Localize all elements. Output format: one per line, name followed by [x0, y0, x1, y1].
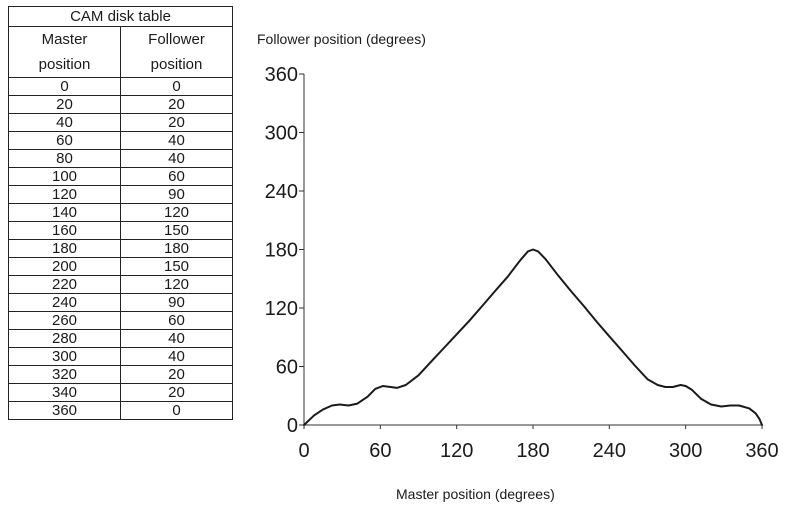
master-cell: 60: [8, 131, 121, 150]
cam-disk-table: CAM disk table Master Follower position …: [8, 6, 233, 420]
master-cell: 0: [8, 77, 121, 96]
table-row: 280 40: [8, 329, 233, 348]
x-tick-label: 180: [516, 440, 549, 462]
master-cell: 120: [8, 185, 121, 204]
table-row: 120 90: [8, 185, 233, 204]
follower-cell: 150: [120, 257, 233, 276]
table-row: 320 20: [8, 365, 233, 384]
table-row: 260 60: [8, 311, 233, 330]
follower-cell: 180: [120, 239, 233, 258]
table-row: 40 20: [8, 113, 233, 132]
follower-cell: 40: [120, 329, 233, 348]
master-header-sub: position: [8, 52, 121, 78]
follower-cell: 0: [120, 401, 233, 420]
follower-cell: 40: [120, 131, 233, 150]
table-row: 80 40: [8, 149, 233, 168]
follower-header: Follower: [120, 26, 233, 52]
follower-cell: 90: [120, 185, 233, 204]
follower-position-chart: 0 60 120 180 240 300 360 0 60 120 180 240 300 360: [265, 64, 779, 462]
y-tick-label: 180: [265, 240, 298, 262]
master-cell: 220: [8, 275, 121, 294]
follower-cell: 20: [120, 365, 233, 384]
table-row: 20 20: [8, 95, 233, 114]
follower-cell: 40: [120, 347, 233, 366]
follower-cell: 60: [120, 311, 233, 330]
master-cell: 360: [8, 401, 121, 420]
x-tick-label: 60: [369, 440, 391, 462]
y-tick-label: 300: [265, 123, 298, 145]
follower-cell: 120: [120, 203, 233, 222]
master-cell: 200: [8, 257, 121, 276]
follower-cell: 0: [120, 77, 233, 96]
x-tick-label: 300: [669, 440, 702, 462]
master-header: Master: [8, 26, 121, 52]
master-cell: 240: [8, 293, 121, 312]
follower-cell: 60: [120, 167, 233, 186]
table-title: CAM disk table: [8, 6, 233, 27]
table-row: 200 150: [8, 257, 233, 276]
follower-cell: 150: [120, 221, 233, 240]
follower-cell: 40: [120, 149, 233, 168]
table-row: 360 0: [8, 401, 233, 420]
cam-curve-line: [303, 248, 763, 426]
table-row: 100 60: [8, 167, 233, 186]
master-cell: 20: [8, 95, 121, 114]
table-row: 220 120: [8, 275, 233, 294]
table-row: 140 120: [8, 203, 233, 222]
follower-cell: 90: [120, 293, 233, 312]
master-cell: 160: [8, 221, 121, 240]
table-row: 300 40: [8, 347, 233, 366]
x-tick-label: 0: [298, 440, 309, 462]
follower-cell: 20: [120, 95, 233, 114]
master-cell: 300: [8, 347, 121, 366]
master-cell: 340: [8, 383, 121, 402]
follower-cell: 120: [120, 275, 233, 294]
y-tick-label: 360: [265, 64, 298, 86]
master-cell: 40: [8, 113, 121, 132]
table-row: 240 90: [8, 293, 233, 312]
table-row: 340 20: [8, 383, 233, 402]
master-cell: 320: [8, 365, 121, 384]
follower-cell: 20: [120, 383, 233, 402]
table-row: 60 40: [8, 131, 233, 150]
master-cell: 80: [8, 149, 121, 168]
master-cell: 260: [8, 311, 121, 330]
y-tick-label: 240: [265, 181, 298, 203]
x-tick-label: 120: [440, 440, 473, 462]
table-row: 180 180: [8, 239, 233, 258]
x-tick-label: 240: [593, 440, 626, 462]
follower-cell: 20: [120, 113, 233, 132]
master-cell: 180: [8, 239, 121, 258]
master-cell: 140: [8, 203, 121, 222]
x-axis-title: Master position (degrees): [396, 486, 555, 502]
master-cell: 100: [8, 167, 121, 186]
y-tick-label: 60: [276, 357, 298, 379]
follower-header-sub: position: [120, 52, 233, 78]
x-tick-label: 360: [745, 440, 778, 462]
master-cell: 280: [8, 329, 121, 348]
y-axis-title: Follower position (degrees): [257, 31, 426, 47]
table-row: 160 150: [8, 221, 233, 240]
y-tick-label: 120: [265, 298, 298, 320]
y-tick-label: 0: [287, 415, 298, 437]
